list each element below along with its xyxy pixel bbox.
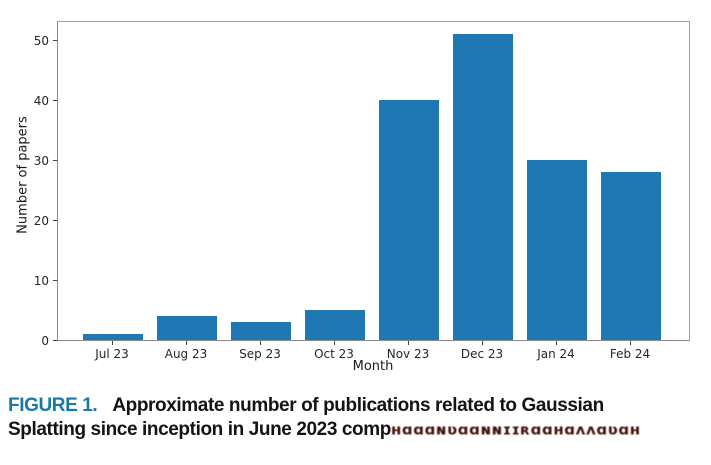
y-tick-label: 10 <box>33 274 49 288</box>
bar-sep-23 <box>231 322 291 340</box>
x-tick-mark <box>112 341 113 345</box>
x-tick-mark <box>482 341 483 345</box>
y-tick-mark <box>53 40 57 41</box>
y-tick-mark <box>53 160 57 161</box>
bar-jan-24 <box>527 160 587 340</box>
bar-dec-23 <box>453 34 513 340</box>
bar-nov-23 <box>379 100 439 340</box>
caption-figure-number: FIGURE 1. <box>8 395 98 416</box>
bar-chart-figure: Number of papers Month Jul 23 Aug 23 Sep 2… <box>16 21 690 374</box>
x-axis-label: Month <box>352 359 394 374</box>
y-tick-mark <box>53 280 57 281</box>
x-tick-label: Jul 23 <box>95 347 129 361</box>
y-tick-mark <box>53 100 57 101</box>
bar-oct-23 <box>305 310 365 340</box>
caption-garbled-text: ʜɑɑɑɴʋɑɑɴɴɪɪʀɑɑʜɑʌʌɑʋɑʜ <box>390 421 641 439</box>
y-tick-label: 50 <box>33 34 49 48</box>
x-tick-mark <box>260 341 261 345</box>
y-tick-mark <box>53 340 57 341</box>
x-tick-label: Sep 23 <box>239 347 281 361</box>
x-tick-label: Oct 23 <box>314 347 354 361</box>
x-tick-label: Aug 23 <box>164 347 208 361</box>
y-tick-label: 30 <box>33 154 49 168</box>
x-tick-label: Dec 23 <box>460 347 504 361</box>
x-tick-mark <box>630 341 631 345</box>
x-tick-mark <box>408 341 409 345</box>
plot-area <box>57 21 690 341</box>
figure-caption: FIGURE 1. Approximate number of publicati… <box>8 394 703 442</box>
y-tick-label: 40 <box>33 94 49 108</box>
y-tick-label: 20 <box>33 214 49 228</box>
x-tick-mark <box>334 341 335 345</box>
x-tick-mark <box>556 341 557 345</box>
caption-line-2: Splatting since inception in June 2023 c… <box>8 418 703 442</box>
bar-feb-24 <box>601 172 661 340</box>
bar-aug-23 <box>157 316 217 340</box>
caption-text-line1: Approximate number of publications relat… <box>112 395 604 416</box>
x-tick-label: Feb 24 <box>609 347 651 361</box>
x-tick-label: Nov 23 <box>386 347 430 361</box>
caption-text-line2: Splatting since inception in June 2023 c… <box>8 419 391 440</box>
x-tick-label: Jan 24 <box>537 347 575 361</box>
y-tick-mark <box>53 220 57 221</box>
x-tick-mark <box>186 341 187 345</box>
bar-jul-23 <box>83 334 143 340</box>
caption-line-1: FIGURE 1. Approximate number of publicati… <box>8 394 703 418</box>
y-tick-label: 0 <box>41 334 49 348</box>
